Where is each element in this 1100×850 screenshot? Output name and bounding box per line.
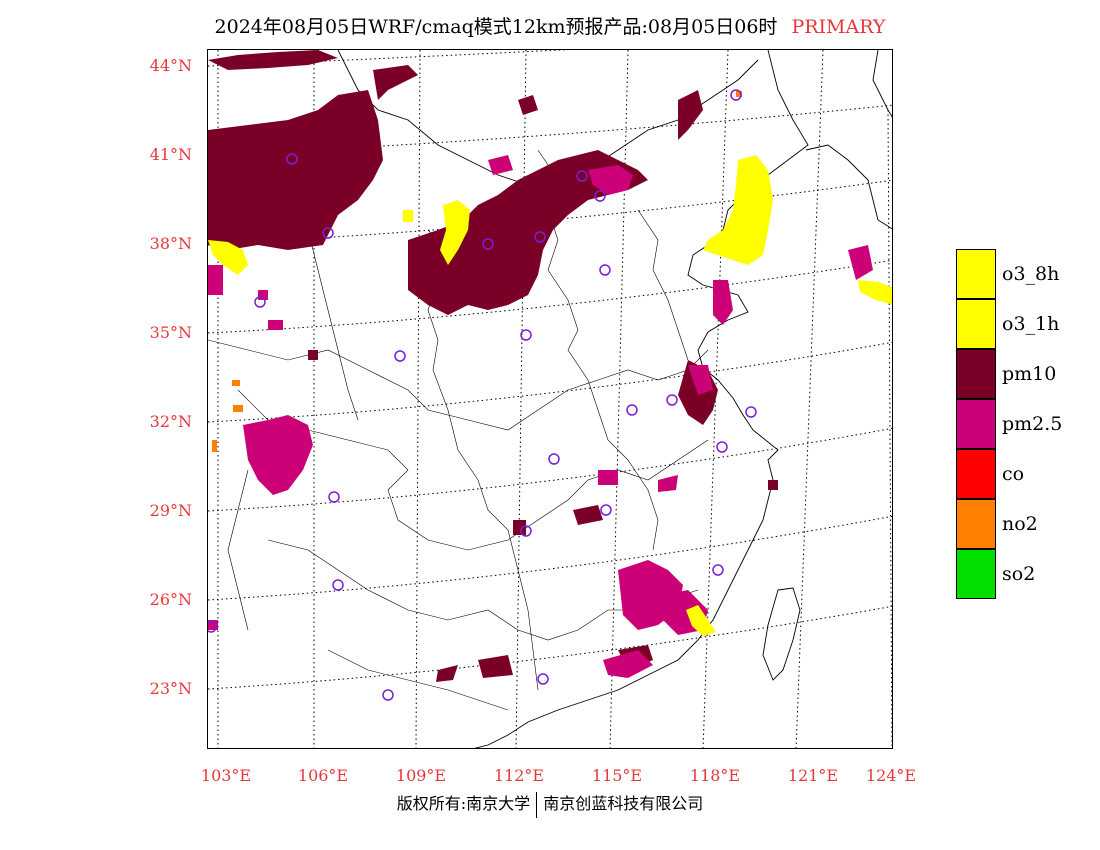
lon-label-103: 103°E <box>200 766 252 785</box>
legend-label: o3_8h <box>1002 263 1060 285</box>
map-title: 2024年08月05日WRF/cmaq模式12km预报产品:08月05日06时 P… <box>0 12 1100 39</box>
copyright-right: 南京创蓝科技有限公司 <box>543 794 704 813</box>
legend-label: pm2.5 <box>1002 413 1063 435</box>
lat-label-44: 44°N <box>149 56 192 75</box>
copyright-footer: 版权所有:南京大学 南京创蓝科技有限公司 <box>0 790 1100 818</box>
legend-label: o3_1h <box>1002 313 1060 335</box>
legend-swatch <box>956 549 996 599</box>
legend-swatch <box>956 399 996 449</box>
lat-label-26: 26°N <box>149 590 192 609</box>
lon-label-106: 106°E <box>297 766 349 785</box>
lon-label-118: 118°E <box>689 766 741 785</box>
legend-swatch <box>956 449 996 499</box>
footer-separator <box>536 791 538 818</box>
legend-label: no2 <box>1002 513 1038 535</box>
legend-label: so2 <box>1002 563 1036 585</box>
map-panel <box>207 49 893 749</box>
lon-label-112: 112°E <box>493 766 545 785</box>
legend-label: pm10 <box>1002 363 1057 385</box>
map-canvas <box>208 50 892 748</box>
legend-swatch <box>956 249 996 299</box>
lat-label-41: 41°N <box>149 145 192 164</box>
lon-label-124: 124°E <box>865 766 917 785</box>
legend-swatch <box>956 499 996 549</box>
o3-areas <box>208 155 892 636</box>
legend-swatch <box>956 349 996 399</box>
copyright-left: 版权所有:南京大学 <box>396 794 531 813</box>
lat-label-29: 29°N <box>149 501 192 520</box>
lat-label-23: 23°N <box>149 679 192 698</box>
legend-swatch <box>956 299 996 349</box>
primary-tag: PRIMARY <box>791 16 886 38</box>
lat-label-32: 32°N <box>149 412 192 431</box>
map-title-text: 2024年08月05日WRF/cmaq模式12km预报产品:08月05日06时 <box>214 16 778 38</box>
station-markers <box>208 89 757 701</box>
lon-label-109: 109°E <box>395 766 447 785</box>
legend-label: co <box>1002 463 1025 485</box>
lat-label-35: 35°N <box>149 323 192 342</box>
lat-label-38: 38°N <box>149 234 192 253</box>
lon-label-121: 121°E <box>787 766 839 785</box>
lon-label-115: 115°E <box>591 766 643 785</box>
